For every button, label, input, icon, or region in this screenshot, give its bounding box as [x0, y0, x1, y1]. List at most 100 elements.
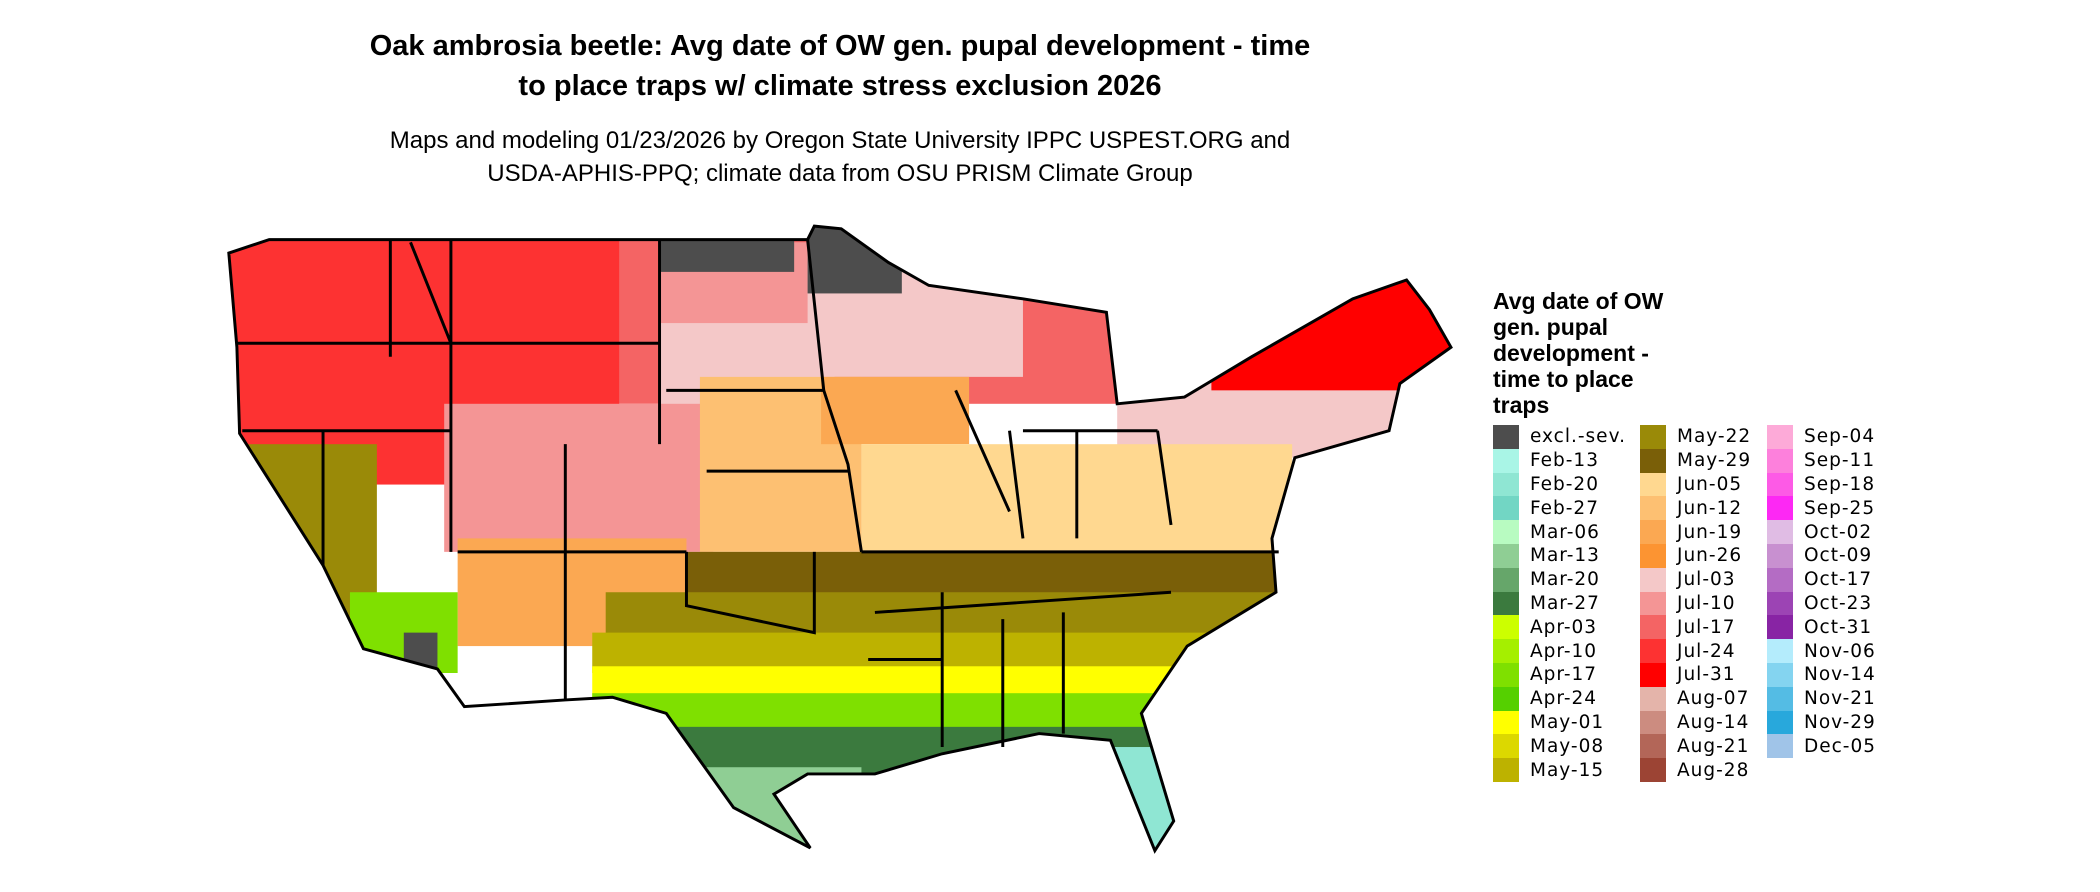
legend-swatch: [1493, 591, 1519, 616]
legend-item: Aug-28: [1640, 758, 1751, 782]
legend-item: Aug-21: [1640, 734, 1751, 759]
legend-title: Avg date of OW gen. pupal development - …: [1493, 288, 1664, 418]
legend-label: May-08: [1530, 735, 1605, 757]
legend-item: Sep-18: [1767, 472, 1876, 497]
legend-swatch: [1640, 543, 1666, 568]
legend-swatch: [1493, 662, 1519, 687]
legend-column: May-22 May-29 Jun-05 Jun-12 Jun-19 Jun-26 Jul-…: [1640, 425, 1751, 782]
legend-item: Jul-24: [1640, 639, 1751, 663]
legend-label: Apr-03: [1530, 616, 1598, 638]
legend-label: May-01: [1530, 711, 1605, 733]
legend-label: Feb-27: [1530, 497, 1599, 519]
legend-swatch: [1640, 686, 1666, 711]
legend-swatch: [1640, 758, 1666, 782]
legend-label: Mar-06: [1530, 521, 1600, 543]
legend-label: Jul-24: [1677, 640, 1736, 662]
legend-swatch: [1767, 448, 1793, 473]
title-line-1: Oak ambrosia beetle: Avg date of OW gen.…: [369, 30, 1311, 62]
legend-label: Jun-05: [1677, 473, 1743, 495]
legend-item: Jun-26: [1640, 543, 1751, 568]
legend-label: Apr-17: [1530, 664, 1598, 686]
legend-item: Aug-07: [1640, 686, 1751, 711]
legend-item: May-15: [1493, 758, 1626, 782]
legend-swatch: [1493, 639, 1519, 663]
phenology-raster: [228, 226, 1451, 851]
legend-label: May-15: [1530, 759, 1605, 781]
legend-swatch: [1640, 496, 1666, 521]
legend-item: May-01: [1493, 710, 1626, 735]
legend-swatch: [1493, 567, 1519, 592]
legend-label: Jun-26: [1677, 545, 1743, 567]
legend-item: Dec-05: [1767, 734, 1877, 759]
legend-label: Oct-23: [1804, 592, 1873, 614]
legend-label: Aug-21: [1677, 735, 1750, 757]
legend-label: Mar-13: [1530, 545, 1600, 567]
legend-item: Sep-04: [1767, 425, 1876, 449]
map-subtitle: Maps and modeling 01/23/2026 by Oregon S…: [230, 124, 1450, 190]
legend-item: Oct-17: [1767, 567, 1876, 592]
legend-swatch: [1767, 710, 1793, 735]
legend-swatch: [1767, 520, 1793, 544]
legend-label: Nov-29: [1804, 711, 1876, 733]
legend-swatch: [1640, 710, 1666, 735]
legend-item: Sep-25: [1767, 496, 1876, 521]
legend-label: Mar-20: [1530, 569, 1600, 591]
legend-label: Sep-18: [1804, 473, 1876, 495]
legend-swatch: [1640, 472, 1666, 497]
legend-label: Aug-14: [1677, 711, 1750, 733]
legend-label: Oct-09: [1804, 545, 1873, 567]
legend-swatch: [1767, 615, 1793, 640]
legend-swatch: [1767, 567, 1793, 592]
legend-item: May-08: [1493, 734, 1626, 759]
legend-item: Sep-11: [1767, 448, 1876, 473]
legend-swatch: [1640, 425, 1666, 449]
legend-label: Sep-11: [1804, 450, 1876, 472]
legend-item: Nov-21: [1767, 686, 1876, 711]
legend-label: Jun-19: [1677, 521, 1743, 543]
legend-label: Dec-05: [1804, 735, 1877, 757]
legend-item: Jun-12: [1640, 496, 1751, 521]
legend-item: excl.-sev.: [1493, 425, 1626, 449]
legend-label: Aug-07: [1677, 688, 1750, 710]
legend-label: May-29: [1677, 450, 1752, 472]
legend-label: Jul-10: [1677, 592, 1736, 614]
legend-swatch: [1767, 686, 1793, 711]
legend-swatch: [1640, 591, 1666, 616]
legend-item: Jul-03: [1640, 567, 1751, 592]
legend-item: Apr-03: [1493, 615, 1626, 640]
legend-item: Feb-13: [1493, 448, 1626, 473]
legend-label: excl.-sev.: [1530, 426, 1626, 448]
legend-swatch: [1493, 520, 1519, 544]
legend-swatch: [1767, 639, 1793, 663]
legend-label: May-22: [1677, 426, 1752, 448]
legend-swatch: [1640, 662, 1666, 687]
legend-swatch: [1640, 615, 1666, 640]
legend-swatch: [1493, 686, 1519, 711]
legend-item: Oct-02: [1767, 520, 1876, 544]
legend-swatch: [1640, 520, 1666, 544]
legend-item: Feb-27: [1493, 496, 1626, 521]
legend-swatch: [1493, 496, 1519, 521]
legend-item: May-22: [1640, 425, 1751, 449]
legend-column: excl.-sev. Feb-13 Feb-20 Feb-27 Mar-06 Mar-13…: [1493, 425, 1626, 782]
legend-label: Apr-24: [1530, 688, 1598, 710]
legend-swatch: [1767, 734, 1793, 759]
legend-item: Oct-09: [1767, 543, 1876, 568]
legend-swatch: [1493, 615, 1519, 640]
legend-label: Mar-27: [1530, 592, 1600, 614]
legend-item: Mar-13: [1493, 543, 1626, 568]
map-title: Oak ambrosia beetle: Avg date of OW gen.…: [230, 26, 1450, 106]
legend-item: Nov-29: [1767, 710, 1876, 735]
legend-label: Sep-25: [1804, 497, 1876, 519]
legend-swatch: [1767, 591, 1793, 616]
legend-swatch: [1767, 425, 1793, 449]
legend-swatch: [1767, 496, 1793, 521]
subtitle-line-1: Maps and modeling 01/23/2026 by Oregon S…: [389, 127, 1291, 154]
legend-swatch: [1640, 567, 1666, 592]
legend-item: Apr-24: [1493, 686, 1626, 711]
legend-swatch: [1640, 734, 1666, 759]
legend-label: Nov-06: [1804, 640, 1876, 662]
legend-label: Feb-13: [1530, 450, 1599, 472]
legend-item: Oct-31: [1767, 615, 1876, 640]
